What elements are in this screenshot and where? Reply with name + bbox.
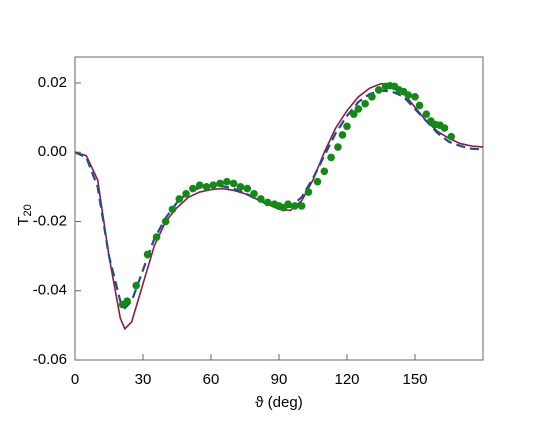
data-point bbox=[404, 91, 413, 99]
data-point bbox=[209, 181, 218, 189]
data-point bbox=[368, 93, 376, 101]
data-point bbox=[243, 184, 252, 193]
data-point bbox=[257, 195, 265, 203]
x-axis-label: ϑ (deg) bbox=[255, 394, 302, 411]
data-point bbox=[327, 153, 335, 162]
data-point bbox=[320, 167, 329, 176]
data-point bbox=[168, 205, 177, 214]
data-point bbox=[374, 86, 383, 94]
y-axis-label: T20 bbox=[15, 204, 34, 225]
data-point bbox=[223, 177, 231, 186]
y-axis-label-sub: 20 bbox=[22, 204, 34, 216]
data-point bbox=[216, 179, 224, 188]
x-tick-label: 30 bbox=[135, 371, 152, 388]
x-tick-label: 0 bbox=[71, 371, 79, 388]
data-point bbox=[440, 124, 449, 132]
x-tick-label: 60 bbox=[203, 371, 220, 388]
x-tick-label: 90 bbox=[271, 371, 288, 388]
data-point bbox=[175, 195, 184, 203]
x-tick-label: 120 bbox=[334, 371, 359, 388]
data-point bbox=[361, 99, 369, 108]
data-point bbox=[123, 297, 131, 305]
data-point bbox=[229, 179, 238, 188]
data-point bbox=[334, 143, 342, 151]
data-point bbox=[284, 200, 292, 208]
data-point bbox=[350, 110, 358, 118]
y-tick-label: -0.04 bbox=[33, 282, 67, 299]
data-point bbox=[152, 233, 161, 241]
data-point bbox=[447, 132, 456, 141]
data-point bbox=[250, 189, 258, 198]
data-point bbox=[132, 281, 140, 290]
data-point bbox=[313, 177, 322, 186]
data-point bbox=[291, 202, 299, 210]
y-tick-label: -0.06 bbox=[33, 351, 67, 368]
data-point bbox=[422, 110, 431, 118]
data-point bbox=[338, 131, 347, 139]
data-point bbox=[343, 122, 351, 131]
y-tick-label: -0.02 bbox=[33, 212, 67, 229]
data-point bbox=[195, 181, 204, 189]
line-series bbox=[74, 89, 484, 310]
data-point bbox=[182, 189, 190, 198]
data-point bbox=[189, 184, 197, 193]
data-point bbox=[236, 183, 245, 191]
y-tick-label: 0.00 bbox=[38, 143, 67, 160]
y-tick-label: 0.02 bbox=[38, 74, 67, 91]
data-point bbox=[263, 198, 272, 207]
data-point bbox=[411, 93, 419, 101]
data-point bbox=[297, 202, 306, 210]
data-point bbox=[304, 188, 313, 196]
data-point bbox=[415, 101, 424, 110]
data-point bbox=[161, 217, 170, 226]
x-tick-label: 150 bbox=[402, 371, 427, 388]
data-point bbox=[143, 250, 152, 259]
data-point bbox=[202, 183, 211, 191]
y-axis-label-main: T bbox=[15, 217, 32, 226]
data-point bbox=[354, 105, 363, 113]
